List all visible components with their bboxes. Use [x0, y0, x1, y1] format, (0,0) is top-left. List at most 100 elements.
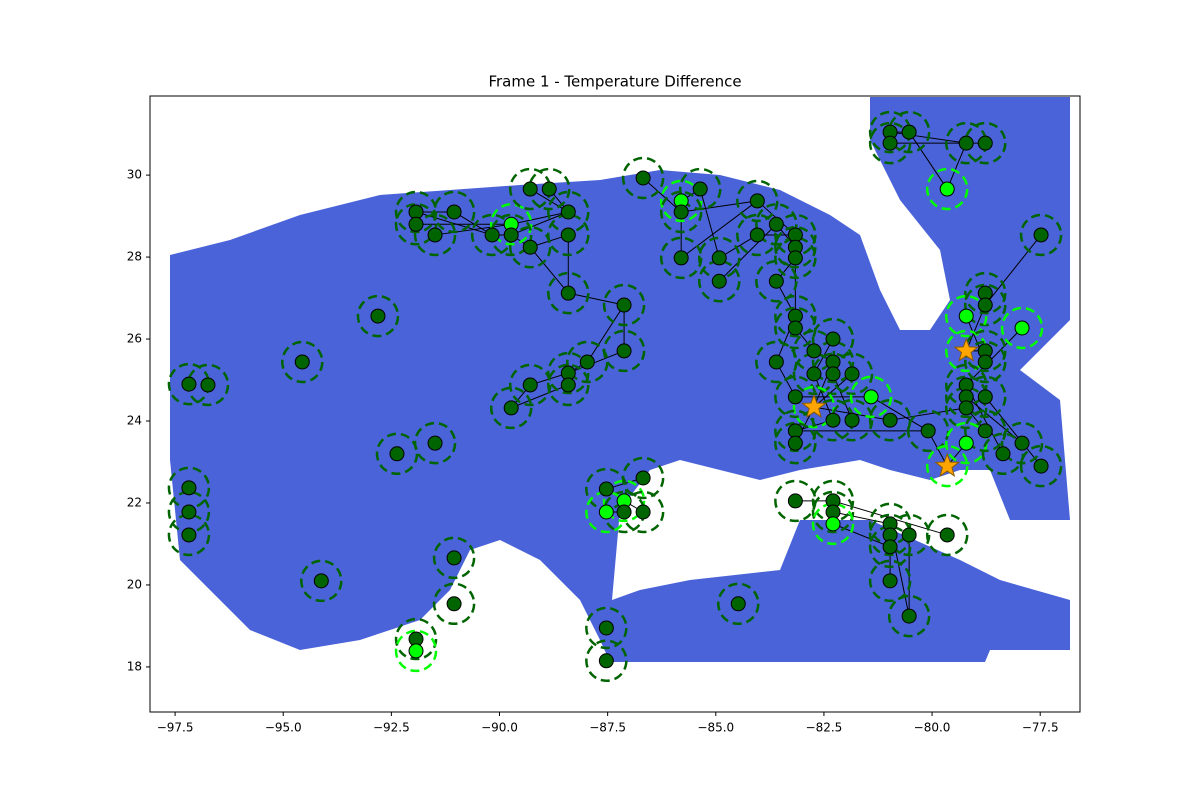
node	[598, 481, 614, 497]
node-ring	[981, 432, 1025, 476]
node	[560, 204, 576, 220]
node-ring	[375, 432, 419, 476]
node	[635, 170, 651, 186]
node-ring	[964, 271, 1007, 315]
node	[958, 308, 974, 324]
chart-title: Frame 1 - Temperature Difference	[488, 73, 741, 91]
edge	[642, 177, 682, 213]
edge	[568, 350, 625, 374]
node	[977, 423, 993, 439]
node-ring	[964, 340, 1007, 384]
node	[484, 227, 500, 243]
edge	[568, 292, 625, 306]
node-ring	[774, 409, 817, 453]
node	[427, 227, 443, 243]
node-ring	[413, 421, 457, 465]
node	[768, 354, 784, 370]
x-tick-label: −92.5	[373, 721, 410, 735]
node-ring	[736, 179, 779, 223]
x-tick-label: −95.0	[265, 721, 302, 735]
node	[673, 204, 689, 220]
node	[181, 376, 197, 392]
node-ring	[868, 559, 912, 603]
node	[616, 504, 632, 520]
nodes	[181, 124, 1049, 669]
edge	[510, 211, 569, 236]
node	[181, 527, 197, 543]
node	[787, 250, 803, 266]
node	[939, 527, 955, 543]
node-ring	[167, 513, 211, 557]
node-ring	[508, 225, 552, 269]
star-node	[934, 452, 960, 477]
edge	[870, 396, 929, 432]
edge	[510, 384, 569, 409]
node-ring	[868, 121, 912, 165]
node-ring	[659, 179, 703, 223]
star-node	[801, 393, 827, 418]
node	[200, 377, 216, 393]
node-ring	[659, 236, 703, 280]
node-ring	[774, 225, 817, 269]
node-ring	[774, 236, 817, 280]
node	[560, 285, 576, 301]
node-ring	[717, 582, 760, 626]
node	[446, 204, 462, 220]
node	[579, 354, 595, 370]
node	[522, 181, 538, 197]
axes-frame	[149, 95, 1081, 713]
edge	[680, 200, 758, 259]
node-ring	[755, 260, 798, 303]
node	[882, 135, 898, 151]
edge	[832, 523, 891, 548]
y-tick-label: 20	[127, 577, 142, 591]
node-ring	[547, 351, 590, 395]
x-tick-label: −85.0	[697, 721, 734, 735]
node	[446, 550, 462, 566]
node	[389, 446, 405, 462]
edge	[586, 304, 625, 363]
x-tick-label: −90.0	[481, 721, 518, 735]
node	[787, 493, 803, 509]
node-ring	[585, 606, 628, 650]
y-tick-label: 24	[127, 414, 142, 428]
ocean-map	[170, 97, 1070, 662]
node-ring	[944, 294, 988, 338]
node	[673, 250, 689, 266]
node-ring	[774, 375, 817, 419]
y-tick-label: 26	[127, 332, 142, 346]
node-ring	[774, 421, 817, 465]
node-ring	[432, 190, 476, 234]
node	[844, 366, 860, 382]
node	[616, 297, 632, 313]
node	[522, 377, 538, 393]
node	[294, 354, 310, 370]
node	[825, 331, 841, 347]
node-ring	[489, 203, 533, 246]
node	[181, 480, 197, 496]
node	[711, 250, 727, 266]
node-ring	[508, 363, 552, 407]
node	[408, 216, 424, 232]
node	[598, 504, 614, 520]
y-tick-label: 28	[127, 250, 142, 264]
node	[825, 366, 841, 382]
node	[522, 239, 538, 255]
edge	[984, 234, 1042, 306]
node-ring	[621, 456, 665, 500]
node	[749, 227, 765, 243]
node-ring	[602, 283, 646, 327]
node	[598, 653, 614, 669]
node	[313, 573, 329, 589]
node	[958, 135, 974, 151]
node-ring	[1019, 213, 1063, 257]
node	[995, 446, 1011, 462]
edge	[434, 223, 512, 236]
y-tick-label: 30	[127, 168, 142, 182]
node	[882, 573, 898, 589]
node	[768, 216, 784, 232]
rings	[167, 110, 1063, 683]
node-ring	[394, 629, 438, 673]
node-ring	[394, 190, 438, 234]
